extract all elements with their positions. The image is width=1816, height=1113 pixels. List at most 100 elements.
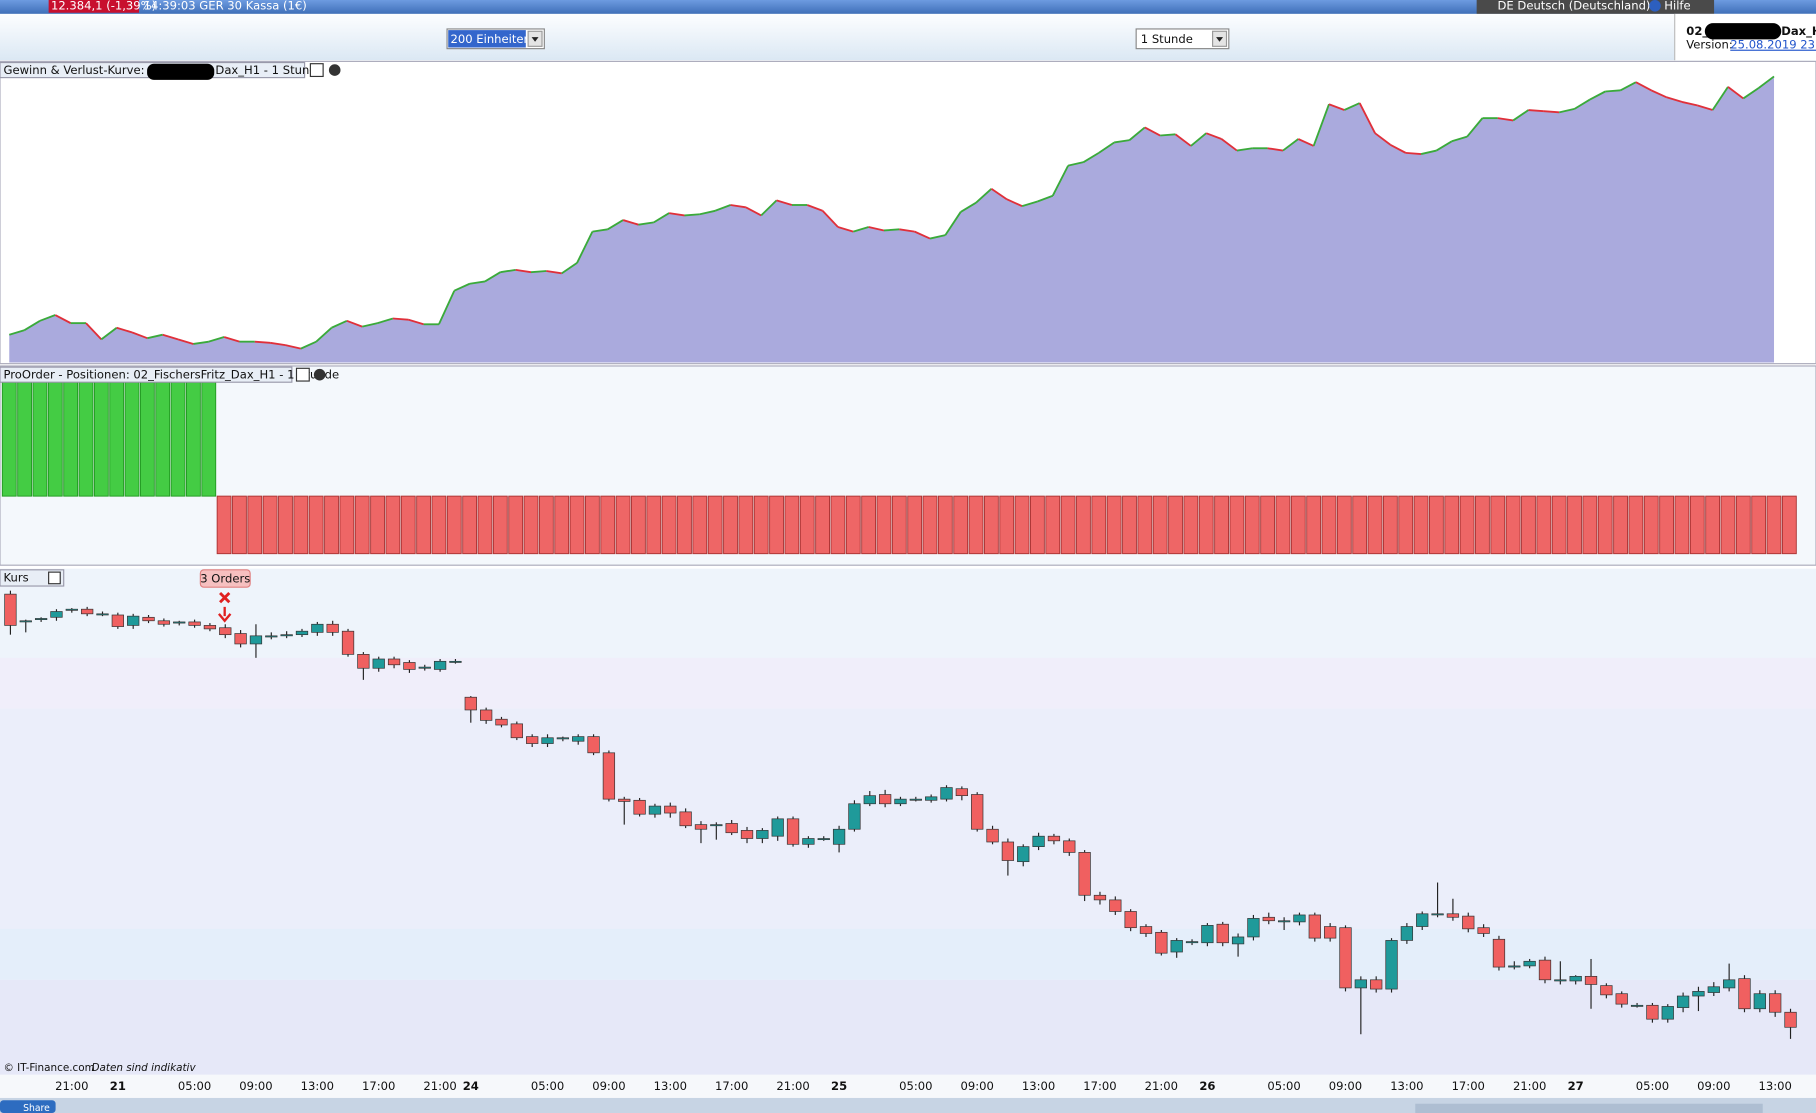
position-bar	[1321, 495, 1337, 555]
equity-segment	[1620, 81, 1637, 92]
position-bar	[661, 495, 677, 555]
position-bar	[124, 380, 140, 497]
equity-segment	[668, 212, 685, 217]
equity-segment	[1021, 200, 1038, 208]
candle-body	[1584, 975, 1598, 985]
candle-body	[372, 658, 385, 669]
position-bar	[354, 495, 370, 555]
candle-body	[1124, 911, 1137, 929]
equity-segment	[315, 327, 333, 343]
position-bar	[738, 495, 754, 555]
help-icon[interactable]	[1649, 0, 1661, 12]
panel-title: Gewinn & Verlust-Kurve: 02_	[3, 63, 168, 77]
units[interactable]: 200 Einheiten	[451, 32, 531, 46]
equity-segment	[1666, 96, 1683, 103]
language[interactable]: DE Deutsch (Deutschland)	[1498, 0, 1651, 12]
x-tick-label: 05:00	[1267, 1079, 1300, 1093]
band	[0, 657, 1816, 709]
candle-body	[863, 795, 876, 805]
position-bar	[845, 495, 861, 555]
x-tick-label: 17:00	[1452, 1079, 1485, 1093]
candle-body	[157, 620, 171, 625]
position-bar	[1505, 495, 1521, 555]
equity-segment	[776, 199, 793, 206]
position-bar	[1689, 495, 1705, 555]
equity-segment	[638, 221, 654, 226]
position-bar	[723, 495, 738, 555]
equity-segment	[653, 212, 670, 224]
equity-segment	[1297, 138, 1315, 147]
equity-segment	[131, 331, 148, 340]
x-tick-label: 26	[1199, 1079, 1215, 1093]
equity-segment	[530, 270, 547, 274]
equity-segment	[346, 319, 363, 328]
equity-segment	[1236, 147, 1253, 152]
position-bar	[1367, 495, 1383, 555]
position-bar	[907, 495, 923, 555]
candle-body	[1600, 985, 1613, 996]
position-bar	[1536, 495, 1552, 555]
equity-segment	[960, 201, 977, 213]
timeframe[interactable]: 1 Stunde	[1141, 32, 1193, 46]
candle-body	[65, 608, 78, 611]
position-bar	[968, 495, 984, 555]
time-axis	[0, 1074, 1816, 1098]
equity-segment	[223, 336, 240, 343]
equity-segment	[1160, 133, 1176, 137]
x-tick-label: 24	[463, 1079, 479, 1093]
order-label: 3 Orders	[200, 572, 250, 586]
x-tick-label: 13:00	[654, 1079, 687, 1093]
scrollbar[interactable]	[0, 1097, 1816, 1113]
position-bar	[1597, 495, 1613, 555]
equity-segment	[1711, 86, 1729, 111]
equity-segment	[975, 188, 993, 204]
position-bar	[707, 495, 723, 555]
position-bar	[1152, 495, 1168, 555]
position-bar	[569, 495, 585, 555]
version[interactable]: 25.08.2019 23:37	[1730, 38, 1816, 52]
candle-body	[1370, 979, 1383, 990]
position-bar	[1244, 495, 1260, 555]
candle-body	[495, 718, 508, 726]
position-bar	[1398, 495, 1414, 555]
equity-segment	[1358, 102, 1376, 134]
equity-segment	[254, 340, 271, 344]
position-bar	[876, 495, 892, 555]
candle-body	[326, 623, 339, 633]
equity-segment	[1512, 109, 1530, 122]
x-tick-label: 21:00	[1145, 1079, 1178, 1093]
timeframe-select[interactable]	[1135, 28, 1230, 50]
position-bar	[953, 495, 969, 555]
equity-segment	[607, 219, 624, 231]
help[interactable]: Hilfe	[1664, 0, 1690, 12]
position-bar	[385, 495, 401, 555]
position-bar	[646, 495, 662, 555]
position-bar	[216, 495, 232, 555]
candle-body	[81, 608, 94, 615]
scroll-thumb[interactable]	[1415, 1103, 1763, 1113]
candle-body	[1784, 1011, 1797, 1028]
share[interactable]: Share	[23, 1103, 50, 1113]
equity-segment	[714, 204, 731, 212]
position-bar	[1766, 495, 1782, 555]
position-bar	[232, 495, 247, 555]
share-btn[interactable]	[0, 1100, 56, 1113]
equity-segment	[730, 204, 746, 209]
position-bar	[462, 495, 478, 555]
candle-body	[1155, 931, 1168, 954]
equity-segment	[1343, 102, 1361, 111]
position-bar	[1659, 495, 1675, 555]
candle-body	[1769, 993, 1782, 1013]
position-bar	[1352, 495, 1368, 555]
position-bar	[799, 495, 815, 555]
candle-body	[802, 838, 815, 845]
position-bar	[1060, 495, 1076, 555]
toolbar	[0, 13, 1816, 61]
candle-body	[740, 830, 754, 839]
position-bar	[155, 380, 171, 497]
candle-body	[203, 625, 217, 630]
equity-segment	[546, 270, 562, 275]
position-bar	[32, 380, 48, 497]
position-bar	[63, 380, 79, 497]
candle-body	[541, 737, 554, 744]
